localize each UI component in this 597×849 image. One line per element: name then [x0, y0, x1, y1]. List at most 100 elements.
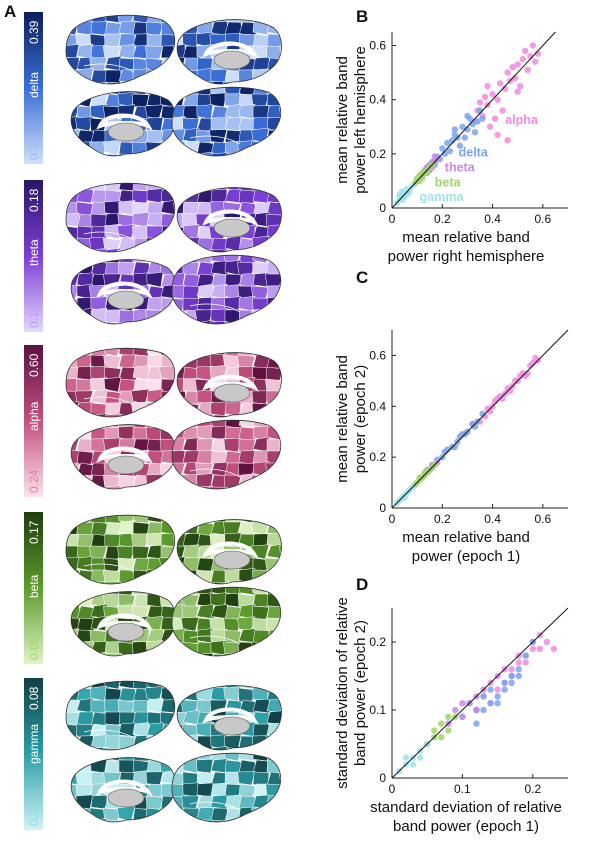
- brain-surface: [171, 419, 282, 490]
- data-point-delta: [515, 672, 522, 680]
- series-alpha: [471, 42, 542, 144]
- medial-wall: [107, 455, 145, 475]
- data-point-alpha: [494, 686, 501, 693]
- brain-maps-panel: 0.39delta0.160.18theta0.120.60alpha0.240…: [24, 12, 282, 830]
- band-row-beta: 0.17 beta 0.09: [24, 512, 282, 664]
- band-row-gamma: 0.08 gamma 0.02: [24, 678, 282, 830]
- x-tick-label: 0.2: [434, 512, 451, 526]
- data-point-alpha: [515, 659, 522, 666]
- x-axis-label: power right hemisphere: [388, 248, 545, 265]
- x-axis-label: power (epoch 1): [412, 548, 520, 565]
- data-point-delta: [479, 115, 486, 122]
- x-tick-label: 0.2: [434, 212, 451, 226]
- data-point-alpha: [529, 645, 536, 652]
- colorbar-min-label: 0.24: [27, 469, 41, 493]
- data-point-theta: [431, 153, 438, 160]
- data-point-alpha: [499, 107, 506, 114]
- x-tick-label: 0: [389, 212, 396, 226]
- brain-surface: [176, 187, 282, 253]
- data-point-alpha: [522, 659, 529, 666]
- panel-letter-a: A: [4, 2, 16, 21]
- medial-wall: [213, 383, 251, 403]
- x-tick-label: 0.2: [524, 782, 541, 796]
- data-point-theta: [459, 700, 466, 707]
- data-point-alpha: [484, 82, 491, 90]
- series-label-delta: delta: [459, 146, 489, 160]
- data-point-delta: [473, 720, 480, 727]
- data-point-delta: [494, 700, 501, 707]
- panel-letter-b: B: [356, 7, 368, 26]
- data-point-alpha: [504, 69, 511, 76]
- identity-line: [391, 31, 556, 209]
- data-point-gamma: [398, 188, 406, 195]
- data-point-delta: [464, 112, 471, 120]
- colorbar-theta: [24, 180, 43, 332]
- colorbar-max-label: 0.39: [27, 20, 41, 44]
- y-axis-label: standard deviation of relative: [334, 597, 351, 789]
- brain-surface: [65, 182, 176, 253]
- y-tick-label: 0.6: [369, 348, 386, 362]
- medial-wall: [107, 122, 145, 142]
- medial-wall: [213, 716, 251, 736]
- data-point-alpha: [519, 55, 526, 63]
- x-tick-label: 0: [389, 782, 396, 796]
- brain-surface: [171, 586, 282, 657]
- data-point-delta: [480, 693, 487, 700]
- data-point-beta: [431, 727, 438, 734]
- data-point-delta: [508, 672, 515, 680]
- data-point-beta: [438, 720, 445, 727]
- data-point-delta: [474, 118, 481, 125]
- y-tick-label: 0.6: [369, 39, 386, 53]
- colorbar-beta: [24, 512, 43, 664]
- series-label-alpha: alpha: [505, 113, 539, 127]
- brain-surface: [176, 19, 282, 85]
- colorbar-min-label: 0.16: [27, 136, 41, 160]
- y-tick-label: 0.4: [369, 93, 386, 107]
- y-tick-label: 0.1: [369, 703, 386, 717]
- data-point-theta: [452, 706, 459, 714]
- data-point-alpha: [476, 99, 484, 106]
- data-point-delta: [444, 139, 451, 147]
- brain-surface: [176, 519, 282, 585]
- data-point-alpha: [486, 123, 494, 130]
- data-point-delta: [515, 666, 522, 673]
- series-label-theta: theta: [445, 160, 476, 174]
- y-axis-label: mean relative band: [334, 355, 351, 483]
- colorbar-min-label: 0.12: [27, 304, 41, 328]
- data-point-alpha: [522, 47, 529, 55]
- y-tick-label: 0.2: [369, 635, 386, 649]
- data-point-delta: [501, 686, 508, 693]
- medial-wall: [213, 50, 251, 70]
- panel-letter-c: C: [356, 268, 368, 287]
- data-point-alpha: [504, 137, 511, 144]
- data-point-beta: [445, 727, 452, 734]
- brain-surface: [171, 86, 282, 157]
- medial-wall: [213, 550, 251, 570]
- data-point-gamma: [409, 761, 417, 768]
- y-tick-label: 0: [379, 771, 386, 785]
- brain-surface: [65, 14, 176, 85]
- data-point-alpha: [517, 82, 524, 90]
- colorbar-delta: [24, 12, 43, 164]
- data-point-alpha: [536, 645, 544, 652]
- band-row-delta: 0.39 delta 0.16: [24, 12, 282, 164]
- x-axis-label: mean relative band: [402, 529, 530, 546]
- x-axis-label: band power (epoch 1): [393, 818, 539, 835]
- data-point-alpha: [494, 96, 501, 103]
- data-point-alpha: [514, 61, 521, 68]
- series-label-gamma: gamma: [420, 190, 465, 204]
- data-point-delta: [487, 700, 494, 707]
- data-point-alpha: [496, 80, 504, 87]
- data-point-alpha: [481, 93, 489, 101]
- data-point-delta: [459, 123, 466, 130]
- data-point-delta: [522, 652, 529, 659]
- data-point-theta: [459, 713, 466, 720]
- data-point-delta: [439, 145, 446, 152]
- series-delta: [459, 638, 536, 727]
- series-label-beta: beta: [435, 175, 462, 189]
- data-point-alpha: [491, 115, 499, 122]
- data-point-delta: [501, 679, 508, 686]
